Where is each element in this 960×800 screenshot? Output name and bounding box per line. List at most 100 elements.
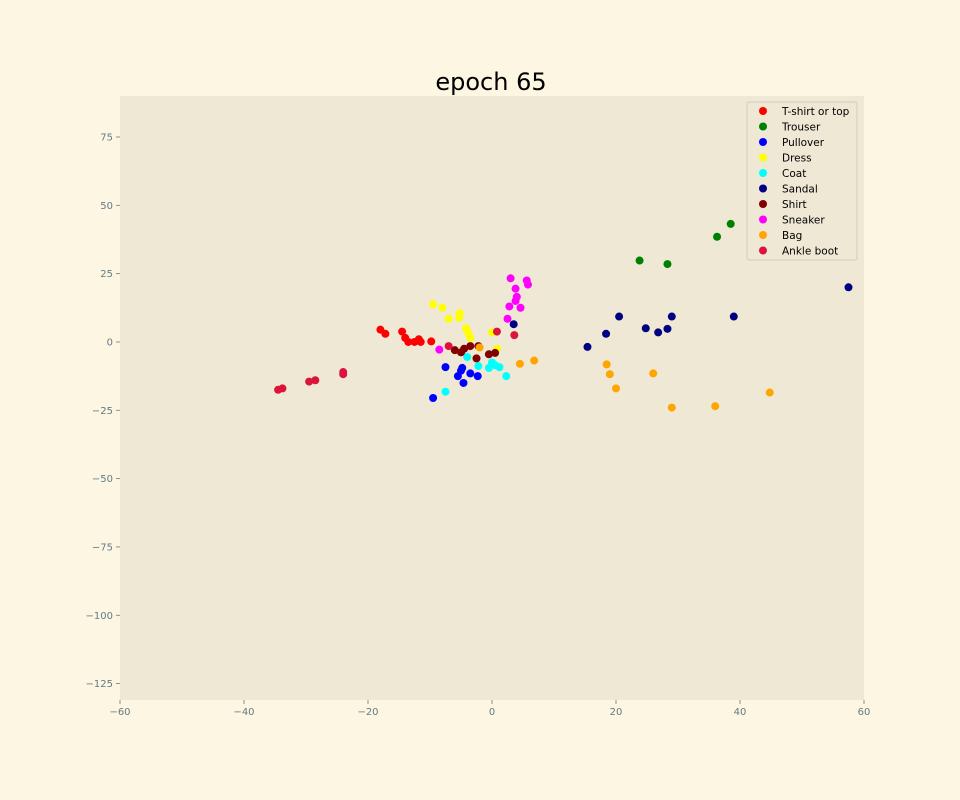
point-sandal	[654, 328, 663, 337]
point-sneaker	[512, 292, 521, 301]
legend-items: T-shirt or top Trouser Pullover Dress Coat Sa…	[759, 106, 850, 257]
point-bag	[711, 402, 720, 411]
y-tick-label: −25	[92, 406, 113, 417]
point-dress	[455, 309, 464, 318]
legend-marker	[759, 215, 767, 224]
plot-area	[120, 96, 864, 700]
point-sandal	[509, 320, 518, 329]
legend: T-shirt or top Trouser Pullover Dress Coat Sa…	[746, 101, 858, 261]
point-coat	[441, 387, 450, 396]
x-tick-label: 0	[489, 707, 495, 718]
legend-marker	[759, 231, 767, 239]
x-tick-label: −20	[357, 707, 378, 718]
point-shirt	[460, 344, 469, 353]
legend-label: Coat	[782, 168, 806, 180]
legend-label: Ankle boot	[782, 245, 838, 257]
point-pullover	[458, 363, 467, 372]
legend-label: Sandal	[782, 183, 818, 195]
point-sandal	[583, 342, 592, 351]
y-tick-label: −125	[86, 679, 113, 690]
point-shirt	[466, 342, 475, 351]
point-sneaker	[511, 284, 520, 293]
legend-marker	[759, 246, 767, 255]
legend-marker	[759, 184, 767, 193]
legend-label: Bag	[782, 230, 802, 242]
point-bag	[602, 360, 611, 369]
point-t-shirt-or-top	[398, 327, 407, 336]
point-sneaker	[516, 303, 525, 312]
point-ankle-boot	[278, 384, 287, 393]
point-ankle-boot	[510, 331, 519, 340]
point-t-shirt-or-top	[427, 337, 436, 346]
point-sneaker	[506, 274, 515, 283]
point-sandal	[729, 312, 738, 321]
scatter-points	[274, 168, 853, 412]
point-bag	[649, 369, 658, 378]
x-tick-label: −40	[233, 707, 254, 718]
y-tick-label: 0	[107, 337, 113, 348]
y-tick-label: 75	[100, 132, 113, 143]
point-pullover	[441, 363, 450, 372]
point-sandal	[641, 324, 650, 333]
point-trouser	[713, 232, 722, 241]
point-dress	[466, 333, 475, 342]
point-pullover	[429, 394, 438, 402]
point-dress	[438, 303, 447, 312]
point-shirt	[450, 346, 459, 355]
legend-marker	[759, 122, 767, 131]
legend-marker	[759, 200, 767, 208]
point-sneaker	[503, 314, 512, 323]
point-bag	[475, 343, 484, 352]
point-shirt	[491, 348, 500, 357]
point-bag	[605, 370, 614, 379]
point-sneaker	[523, 280, 532, 289]
legend-box	[746, 101, 858, 261]
point-pullover	[473, 372, 482, 381]
point-bag	[530, 356, 539, 365]
point-t-shirt-or-top	[381, 329, 390, 338]
legend-label: Sneaker	[782, 214, 825, 226]
legend-label: Dress	[782, 152, 812, 164]
legend-marker	[759, 138, 767, 146]
y-tick-label: −75	[92, 542, 113, 553]
point-sandal	[844, 283, 853, 292]
legend-label: T-shirt or top	[781, 106, 850, 118]
point-sandal	[663, 324, 672, 333]
x-tick-label: 60	[858, 707, 871, 718]
x-tick-label: 40	[734, 707, 747, 718]
point-trouser	[663, 260, 672, 269]
y-tick-label: 50	[100, 201, 113, 212]
point-ankle-boot	[444, 342, 453, 351]
chart-title: epoch 65	[435, 68, 546, 96]
point-coat	[474, 362, 483, 371]
point-pullover	[466, 369, 475, 378]
point-dress	[444, 314, 453, 323]
legend-marker	[759, 153, 767, 162]
point-coat	[502, 372, 511, 381]
point-sandal	[602, 329, 611, 338]
point-sneaker	[435, 345, 444, 354]
y-tick-label: −50	[92, 474, 113, 485]
point-bag	[612, 384, 620, 393]
point-sandal	[615, 312, 624, 321]
point-bag	[667, 403, 676, 412]
point-dress	[429, 300, 438, 309]
point-ankle-boot	[305, 377, 314, 386]
point-pullover	[459, 378, 468, 387]
point-trouser	[726, 219, 735, 228]
point-trouser	[635, 256, 644, 265]
y-tick-label: 25	[100, 269, 113, 280]
y-tick-label: −100	[86, 611, 113, 622]
point-shirt	[484, 350, 493, 359]
x-tick-label: −60	[109, 707, 130, 718]
point-ankle-boot	[339, 370, 348, 379]
legend-label: Trouser	[781, 121, 821, 133]
point-t-shirt-or-top	[404, 337, 413, 346]
legend-marker	[759, 107, 767, 115]
legend-label: Pullover	[782, 137, 825, 149]
point-coat	[495, 363, 504, 372]
point-sneaker	[505, 302, 514, 311]
point-shirt	[472, 354, 481, 363]
x-tick-label: 20	[610, 707, 623, 718]
